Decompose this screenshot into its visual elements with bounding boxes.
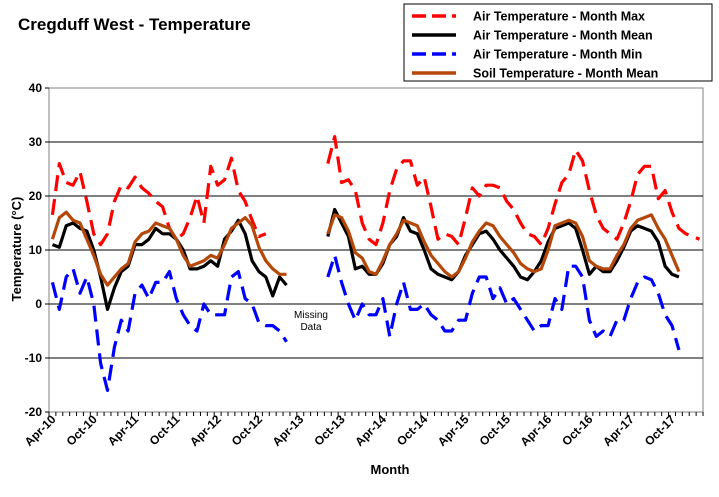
- legend: Air Temperature - Month Max Air Temperatu…: [403, 3, 713, 82]
- missing-data-annotation-line1: Missing: [294, 310, 328, 321]
- y-tick-label: -10: [25, 351, 43, 365]
- series-line-3: [50, 253, 681, 392]
- missing-data-annotation-line2: Data: [300, 322, 322, 333]
- chart-title: Cregduff West - Temperature: [18, 15, 251, 34]
- y-tick-label: 20: [29, 189, 43, 203]
- y-tick-label: 30: [29, 135, 43, 149]
- y-axis-title: Temperature (°C): [9, 197, 24, 302]
- legend-label-1: Air Temperature - Month Max: [473, 10, 645, 24]
- y-tick-label: -20: [25, 405, 43, 419]
- y-tick-label: 10: [29, 243, 43, 257]
- y-tick-label: 40: [29, 81, 43, 95]
- series-line-4: [50, 210, 681, 287]
- legend-label-4: Soil Temperature - Month Mean: [473, 67, 658, 81]
- series-line-1: [50, 135, 701, 247]
- legend-label-3: Air Temperature - Month Min: [473, 48, 642, 62]
- y-tick-label: 0: [35, 297, 42, 311]
- x-axis-title: Month: [371, 462, 410, 477]
- legend-label-2: Air Temperature - Month Mean: [473, 29, 653, 43]
